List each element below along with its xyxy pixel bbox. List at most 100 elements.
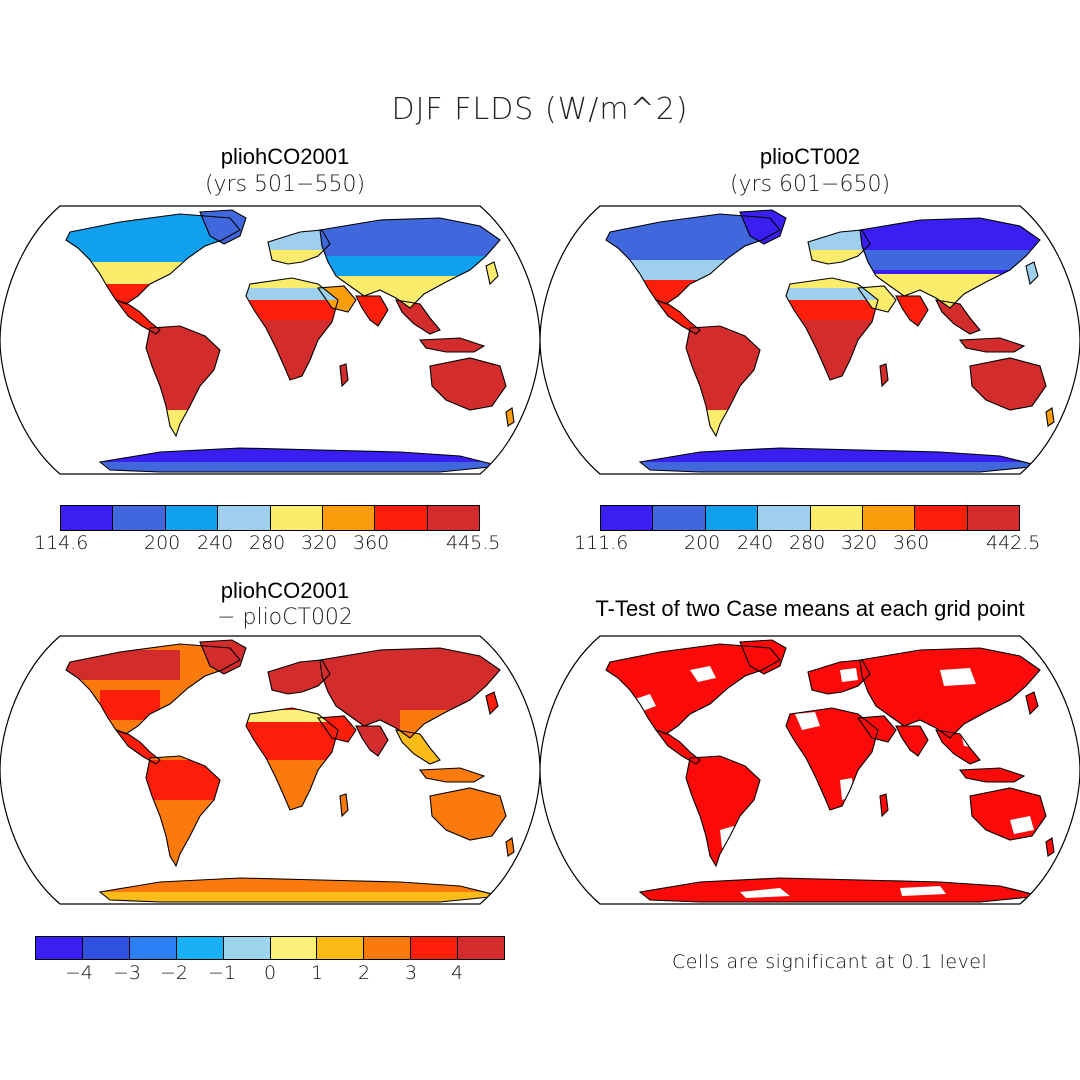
- coastline-northAmerica: [605, 213, 781, 305]
- colorbar-swatch: [112, 506, 165, 530]
- land-band: [808, 250, 870, 264]
- coastline-indonesia: [958, 337, 1026, 353]
- coastline-europe: [807, 229, 871, 265]
- significance-note: Cells are significant at 0.1 level: [672, 951, 988, 973]
- coastline-africa: [785, 707, 879, 811]
- significant-region-india: [896, 726, 928, 756]
- cb3-label: 3: [405, 962, 418, 984]
- coastline-northAmerica: [65, 643, 241, 735]
- insignificant-cells: [690, 666, 716, 682]
- colorbar-swatch: [652, 506, 705, 530]
- cb3-label: −4: [65, 962, 94, 984]
- coastline-africa: [785, 277, 879, 381]
- coastline-antarctica: [638, 447, 1041, 473]
- land-indonesia: [960, 338, 1024, 352]
- coastline-arabia: [856, 715, 897, 743]
- colorbar-swatch: [374, 506, 427, 530]
- land-indonesia: [420, 338, 484, 352]
- coastline-nz: [505, 837, 515, 857]
- land-southAmerica: [686, 326, 760, 436]
- colorbar-swatch: [164, 506, 218, 530]
- panel-3-title: pliohCO2001: [220, 578, 350, 603]
- land-band: [786, 320, 878, 380]
- colorbar-3: [35, 936, 505, 960]
- coastline-greenland: [199, 639, 247, 675]
- coastline-japan: [1025, 691, 1039, 716]
- coastline-nz: [1045, 407, 1055, 427]
- colorbar-1: [60, 505, 480, 531]
- panel-1-title: pliohCO2001: [220, 144, 350, 169]
- coastline-northAmerica: [65, 213, 241, 305]
- coastline-antarctica: [638, 877, 1041, 903]
- map-panel-3: [0, 635, 540, 905]
- land-india: [356, 726, 388, 756]
- cb2-label: 111.6: [574, 532, 629, 554]
- cb1-label: 200: [144, 532, 181, 554]
- colorbar-swatch: [316, 937, 364, 959]
- panel-2-subtitle: (yrs 601−650): [729, 172, 891, 197]
- coastline-india: [355, 295, 389, 327]
- coastline-australia: [969, 357, 1047, 411]
- cb1-label: 360: [353, 532, 390, 554]
- cb2-label: 280: [789, 532, 826, 554]
- coastline-southAmerica: [145, 325, 221, 438]
- cb3-label: −1: [208, 962, 237, 984]
- land-asia: [320, 648, 500, 738]
- cb2-label: 240: [737, 532, 774, 554]
- figure-title: DJF FLDS (W/m^2): [391, 92, 689, 127]
- insignificant-cells: [632, 694, 656, 712]
- colorbar-swatch: [861, 506, 915, 530]
- cb3-label: 1: [311, 962, 324, 984]
- coastline-australia: [969, 787, 1047, 841]
- coastline-india: [895, 725, 929, 757]
- coastline-antarctica: [98, 877, 501, 903]
- coastline-antarctica: [98, 447, 501, 473]
- colorbar-swatch: [61, 506, 113, 530]
- coastline-seAsia: [935, 299, 981, 335]
- colorbar-swatch: [128, 937, 176, 959]
- land-africa: [246, 708, 338, 810]
- significant-region-asia: [860, 648, 1040, 738]
- land-band: [268, 250, 330, 264]
- insignificant-cells: [1010, 816, 1034, 834]
- coastline-africa: [245, 277, 339, 381]
- land-australia: [970, 358, 1046, 410]
- land-seAsia: [396, 730, 440, 764]
- cb2-label: 200: [684, 532, 721, 554]
- cb2-label: 320: [841, 532, 878, 554]
- map-panel-4: [540, 635, 1080, 905]
- cb3-label: 4: [451, 962, 464, 984]
- land-indonesia: [420, 768, 484, 782]
- colorbar-swatch: [81, 937, 129, 959]
- coastline-greenland: [739, 209, 787, 245]
- coastline-asia: [859, 647, 1041, 739]
- map-frame: [540, 205, 1080, 475]
- coastline-centralAmerica: [114, 298, 161, 335]
- colorbar-swatch: [457, 937, 505, 959]
- map-frame: [0, 205, 540, 475]
- coastline-europe: [267, 659, 331, 695]
- coastline-asia: [319, 647, 501, 739]
- cb2-label: 360: [893, 532, 930, 554]
- insignificant-cells: [940, 668, 976, 686]
- coastline-europe: [807, 659, 871, 695]
- land-australia: [430, 358, 506, 410]
- land-greenland: [200, 210, 246, 244]
- colorbar-3-labels: −4 −3 −2 −1 0 1 2 3 4: [0, 962, 540, 992]
- land-southAmerica: [146, 326, 220, 436]
- cb2-label: 442.5: [986, 532, 1041, 554]
- coastline-japan: [1025, 261, 1039, 286]
- coastline-greenland: [199, 209, 247, 245]
- land-nz: [506, 838, 514, 856]
- significant-region-nz: [1046, 838, 1054, 856]
- colorbar-swatch: [217, 506, 270, 530]
- coastline-madagascar: [879, 793, 889, 818]
- land-greenland: [200, 640, 246, 674]
- cb1-label: 240: [197, 532, 234, 554]
- land-band: [100, 690, 160, 720]
- map-panel-2: [540, 205, 1080, 475]
- colorbar-swatch: [363, 937, 411, 959]
- colorbar-swatch: [914, 506, 967, 530]
- coastline-northAmerica: [605, 643, 781, 735]
- coastline-seAsia: [395, 729, 441, 765]
